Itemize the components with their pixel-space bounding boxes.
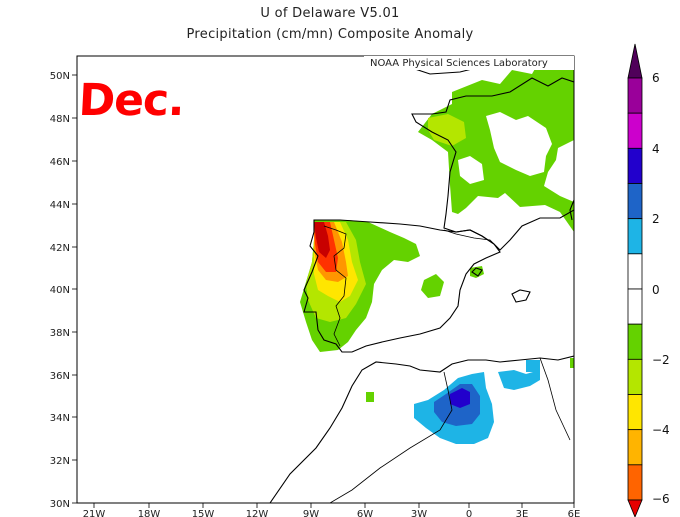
lat-label: 38N <box>50 328 70 339</box>
lon-label: 18W <box>138 509 161 517</box>
colorbar-segment <box>627 464 643 501</box>
lat-label: 50N <box>50 71 70 82</box>
coastline-corsica-sardinia <box>569 199 574 221</box>
coastline-france <box>411 77 574 251</box>
darkred-region-west <box>314 222 330 258</box>
colorbar-label: 0 <box>652 283 660 297</box>
colorbar-arrow-top <box>627 43 643 79</box>
cyan-patch-east <box>498 370 540 390</box>
lat-label: 30N <box>50 499 70 510</box>
colorbar-segment <box>627 358 643 395</box>
green-patch-east <box>570 358 574 368</box>
colorbar <box>627 43 643 517</box>
colorbar-segment <box>627 218 643 255</box>
colorbar-label: 2 <box>652 212 660 226</box>
colorbar-arrow-bottom <box>627 499 643 517</box>
colorbar-segment <box>627 394 643 431</box>
credit-box <box>364 56 574 70</box>
lon-label: 9W <box>303 509 319 517</box>
colorbar-segment <box>627 183 643 220</box>
colorbar-segment <box>627 288 643 325</box>
lat-label: 40N <box>50 285 70 296</box>
colorbar-segment <box>627 147 643 184</box>
border-portugal-spain <box>323 225 347 347</box>
lon-label: 0 <box>466 509 472 517</box>
credit-label: NOAA Physical Sciences Laboratory <box>370 58 548 69</box>
lon-label: 6W <box>357 509 373 517</box>
colorbar-label: −4 <box>652 423 670 437</box>
lon-label: 15W <box>192 509 215 517</box>
colorbar-label: −6 <box>652 492 670 506</box>
colorbar-label: 6 <box>652 71 660 85</box>
lat-label: 36N <box>50 371 70 382</box>
lon-label: 3W <box>411 509 427 517</box>
anomaly-shading <box>300 60 574 444</box>
lon-label: 21W <box>83 509 106 517</box>
lon-label: 12W <box>246 509 269 517</box>
border-morocco-algeria <box>329 371 453 503</box>
coastlines <box>269 56 574 503</box>
lat-label: 42N <box>50 243 70 254</box>
colorbar-segment <box>627 77 643 114</box>
lon-label: 3E <box>516 509 529 517</box>
colorbar-segment <box>627 429 643 466</box>
lat-label: 34N <box>50 413 70 424</box>
white-gap-france-2 <box>458 156 484 184</box>
dec-annotation: Dec. <box>77 75 185 126</box>
darkblue-region-africa <box>450 388 470 408</box>
chart-subtitle: Precipitation (cm/mn) Composite Anomaly <box>186 27 474 42</box>
colorbar-segment <box>627 253 643 290</box>
latitude-axis <box>72 74 77 504</box>
chart-title: U of Delaware V5.01 <box>260 6 400 21</box>
lon-label: 6E <box>568 509 581 517</box>
green-patch-morocco <box>366 392 374 402</box>
cyan-patch-sea <box>526 360 540 372</box>
border-spain-france <box>443 229 499 249</box>
island-majorca <box>511 289 531 303</box>
white-gap-france-1 <box>486 112 552 176</box>
lat-label: 46N <box>50 157 70 168</box>
borders <box>323 225 571 503</box>
longitude-axis <box>93 503 575 508</box>
map-frame <box>76 55 575 504</box>
island-minorca <box>471 267 483 277</box>
coastline-north-africa <box>269 355 574 503</box>
colorbar-segment <box>627 323 643 360</box>
lat-label: 44N <box>50 200 70 211</box>
colorbar-segment <box>627 112 643 149</box>
yellowgreen-patch-brittany <box>428 114 466 146</box>
border-algeria-inner <box>539 357 571 441</box>
green-patch-central <box>421 274 444 298</box>
lat-label: 32N <box>50 456 70 467</box>
lat-label: 48N <box>50 114 70 125</box>
colorbar-label: −2 <box>652 353 670 367</box>
colorbar-label: 4 <box>652 142 660 156</box>
